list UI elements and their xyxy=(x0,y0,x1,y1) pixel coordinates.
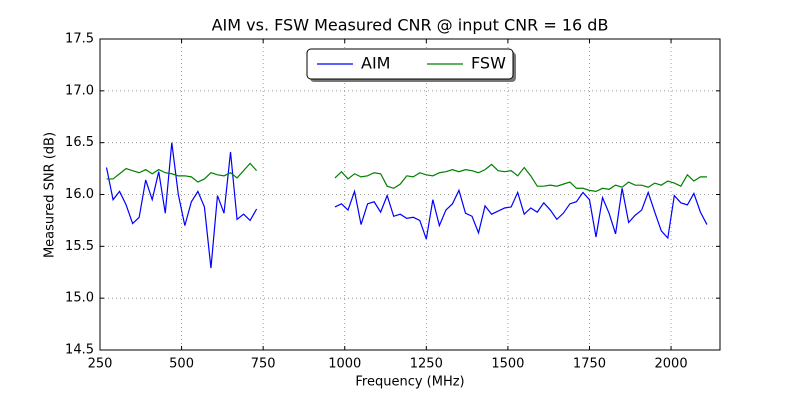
legend-label: FSW xyxy=(471,54,506,73)
legend: AIM FSW xyxy=(306,48,516,82)
x-tick-label: 1500 xyxy=(491,357,524,372)
x-tick-label: 1250 xyxy=(410,357,443,372)
x-tick-label: 1000 xyxy=(328,357,361,372)
x-tick-label: 1750 xyxy=(573,357,606,372)
y-tick-label: 15.5 xyxy=(65,239,94,254)
y-tick-label: 15.0 xyxy=(65,291,94,306)
y-tick-label: 17.0 xyxy=(65,83,94,98)
y-tick-label: 17.5 xyxy=(65,32,94,47)
y-tick-label: 14.5 xyxy=(65,343,94,358)
y-axis-label: Measured SNR (dB) xyxy=(43,132,58,258)
plot-frame xyxy=(99,38,721,351)
y-tick-label: 16.0 xyxy=(65,187,94,202)
legend-label: AIM xyxy=(361,54,390,73)
data-line xyxy=(106,162,707,193)
x-tick-label: 2000 xyxy=(655,357,688,372)
chart-title: AIM vs. FSW Measured CNR @ input CNR = 1… xyxy=(212,16,609,35)
legend-frame xyxy=(306,48,514,80)
data-line xyxy=(105,142,708,269)
x-tick-label: 250 xyxy=(88,357,113,372)
x-tick-label: 750 xyxy=(251,357,276,372)
y-tick-label: 16.5 xyxy=(65,135,94,150)
x-tick-label: 500 xyxy=(169,357,194,372)
x-axis-label: Frequency (MHz) xyxy=(355,375,464,390)
